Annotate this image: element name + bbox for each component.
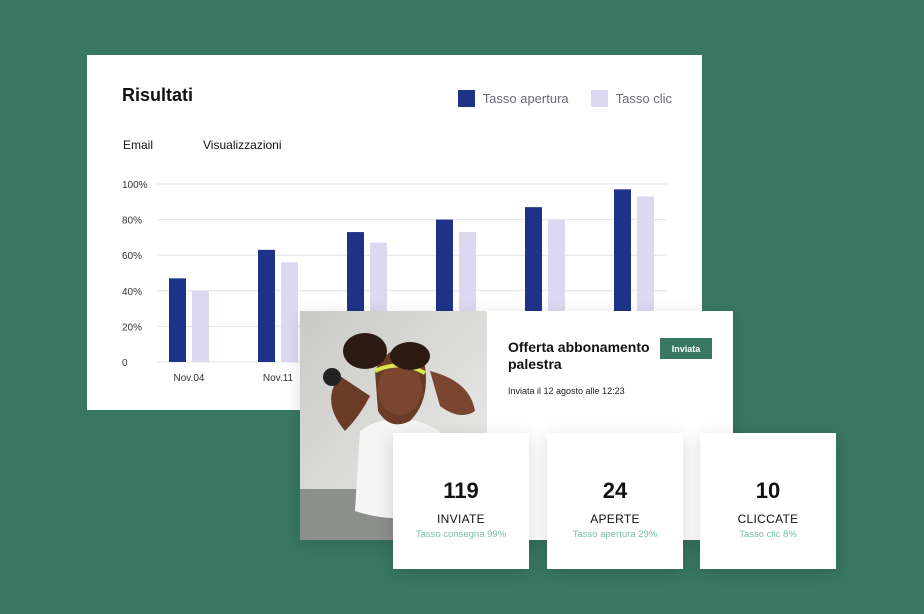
sent-date: Inviata il 12 agosto alle 12:23 <box>508 386 625 396</box>
stat-number: 10 <box>755 478 781 503</box>
y-tick-label: 20% <box>122 322 142 333</box>
stat-card-opened: 24 APERTE Tasso apertura 29% <box>547 433 683 569</box>
y-tick-label: 40% <box>122 287 142 298</box>
chart-legend: Tasso apertura Tasso clic <box>436 90 672 107</box>
bar-click-rate <box>281 262 298 362</box>
stat-label: INVIATE <box>437 512 485 526</box>
status-badge: Inviata <box>660 338 712 359</box>
tab-email[interactable]: Email <box>123 138 154 152</box>
bar-open-rate <box>169 278 186 362</box>
legend-label-click-rate: Tasso clic <box>615 91 672 106</box>
legend-item-open-rate: Tasso apertura <box>457 90 569 107</box>
bar-open-rate <box>258 249 275 362</box>
stat-label: APERTE <box>590 512 640 526</box>
y-tick-label: 80% <box>122 216 142 227</box>
results-title: Risultati <box>122 85 194 105</box>
bar-click-rate <box>192 290 209 362</box>
stat-label: CLICCATE <box>737 512 799 526</box>
tab-views[interactable]: Visualizzazioni <box>203 138 282 152</box>
stat-subtext: Tasso apertura 29% <box>572 529 658 540</box>
campaign-title: Offerta abbonamento palestra <box>508 339 650 372</box>
stat-number: 119 <box>443 478 479 503</box>
stat-card-sent: 119 INVIATE Tasso consegna 99% <box>393 433 529 569</box>
y-tick-label: 100% <box>122 180 148 191</box>
stat-number: 24 <box>602 478 628 503</box>
stat-card-clicked: 10 CLICCATE Tasso clic 8% <box>700 433 836 569</box>
legend-swatch-open-rate <box>457 90 475 107</box>
stat-subtext: Tasso consegna 99% <box>415 529 507 540</box>
x-tick-label: Nov.11 <box>263 373 294 384</box>
stat-subtext: Tasso clic 8% <box>739 529 797 540</box>
y-tick-label: 0 <box>122 358 128 369</box>
legend-item-click-rate: Tasso clic <box>590 90 672 107</box>
legend-label-open-rate: Tasso apertura <box>482 91 569 106</box>
y-tick-label: 60% <box>122 251 142 262</box>
x-tick-label: Nov.04 <box>174 373 205 384</box>
legend-swatch-click-rate <box>590 90 608 107</box>
results-tabs: Email Visualizzazioni <box>123 138 332 152</box>
